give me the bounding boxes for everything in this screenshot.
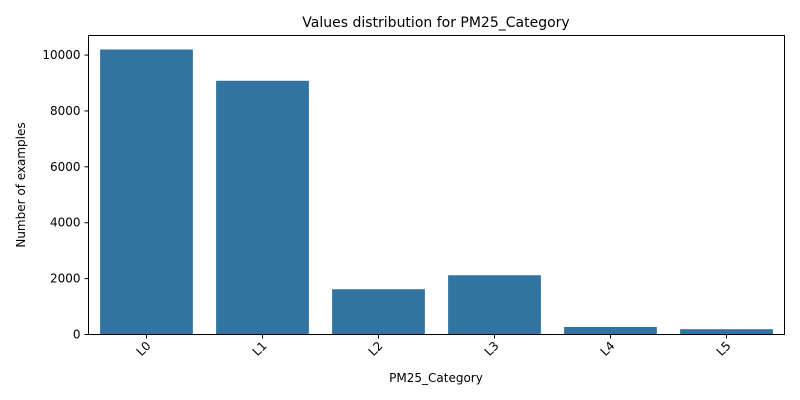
x-tick-label: L3 — [482, 339, 502, 359]
bar-l1 — [216, 80, 309, 335]
bar-l5 — [680, 329, 773, 335]
y-tick-label: 2000 — [50, 272, 81, 286]
bar-l2 — [332, 289, 425, 335]
y-axis-label: Number of examples — [14, 122, 28, 247]
y-axis: 0 2000 4000 6000 8000 10000 — [42, 48, 89, 342]
chart-title: Values distribution for PM25_Category — [302, 15, 569, 31]
y-tick-label: 6000 — [50, 160, 81, 174]
y-tick-label: 10000 — [42, 48, 80, 62]
bars-group — [100, 49, 773, 335]
x-tick-label: L1 — [250, 339, 270, 359]
y-tick-label: 0 — [73, 328, 81, 342]
y-tick-label: 4000 — [50, 216, 81, 230]
plot-frame — [88, 35, 785, 335]
bar-l4 — [564, 326, 657, 335]
bar-l0 — [100, 49, 193, 335]
y-tick-label: 8000 — [50, 104, 81, 118]
x-tick-label: L2 — [366, 339, 386, 359]
x-tick-label: L5 — [714, 339, 734, 359]
x-axis: L0 L1 L2 L3 L4 L5 — [134, 334, 734, 359]
bar-l3 — [448, 275, 541, 335]
x-tick-label: L4 — [598, 339, 618, 359]
x-axis-label: PM25_Category — [389, 371, 483, 385]
x-tick-label: L0 — [134, 339, 154, 359]
